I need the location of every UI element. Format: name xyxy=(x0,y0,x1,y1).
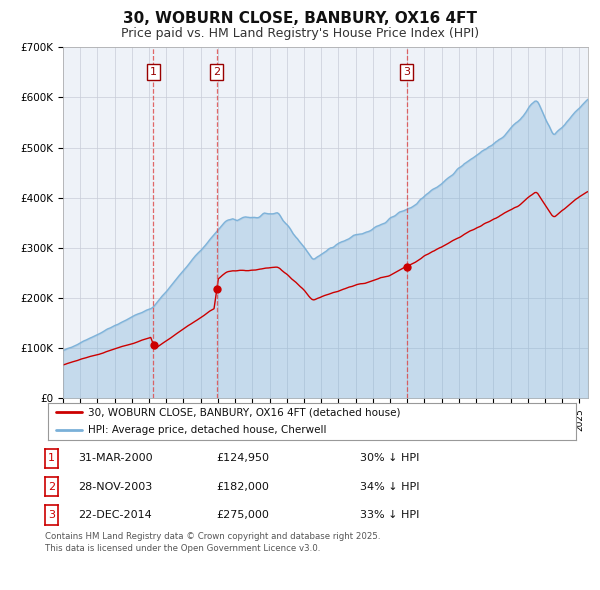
Text: 30, WOBURN CLOSE, BANBURY, OX16 4FT (detached house): 30, WOBURN CLOSE, BANBURY, OX16 4FT (det… xyxy=(88,407,400,417)
Text: £182,000: £182,000 xyxy=(216,482,269,491)
Text: £124,950: £124,950 xyxy=(216,454,269,463)
Text: 22-DEC-2014: 22-DEC-2014 xyxy=(78,510,152,520)
Text: 34% ↓ HPI: 34% ↓ HPI xyxy=(360,482,419,491)
Text: 28-NOV-2003: 28-NOV-2003 xyxy=(78,482,152,491)
Text: Price paid vs. HM Land Registry's House Price Index (HPI): Price paid vs. HM Land Registry's House … xyxy=(121,27,479,40)
Text: Contains HM Land Registry data © Crown copyright and database right 2025.
This d: Contains HM Land Registry data © Crown c… xyxy=(45,532,380,553)
Text: 2: 2 xyxy=(213,67,220,77)
Text: £275,000: £275,000 xyxy=(216,510,269,520)
Text: 1: 1 xyxy=(150,67,157,77)
Text: HPI: Average price, detached house, Cherwell: HPI: Average price, detached house, Cher… xyxy=(88,425,326,435)
Text: 3: 3 xyxy=(48,510,55,520)
Text: 2: 2 xyxy=(48,482,55,491)
Text: 3: 3 xyxy=(403,67,410,77)
Text: 31-MAR-2000: 31-MAR-2000 xyxy=(78,454,152,463)
Text: 33% ↓ HPI: 33% ↓ HPI xyxy=(360,510,419,520)
Text: 30% ↓ HPI: 30% ↓ HPI xyxy=(360,454,419,463)
Text: 1: 1 xyxy=(48,454,55,463)
Text: 30, WOBURN CLOSE, BANBURY, OX16 4FT: 30, WOBURN CLOSE, BANBURY, OX16 4FT xyxy=(123,11,477,25)
